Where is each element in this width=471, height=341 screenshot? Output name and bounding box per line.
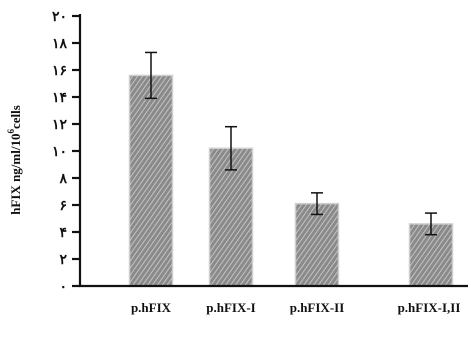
y-axis-title-main: hFIX ng/ml/10 bbox=[8, 134, 23, 215]
x-tick-label-p.hFIX-I: p.hFIX-I bbox=[206, 300, 256, 315]
y-tick-label-0: ٠ bbox=[59, 279, 67, 295]
y-tick-label-16: ١۶ bbox=[52, 63, 67, 79]
error-bar-p.hFIX-II bbox=[311, 192, 323, 216]
y-tick-label-10: ١٠ bbox=[52, 144, 67, 160]
x-tick-label-p.hFIX: p.hFIX bbox=[131, 300, 172, 315]
y-tick-label-2: ٢ bbox=[59, 252, 67, 268]
error-bar-p.hFIX-I,II bbox=[425, 212, 437, 236]
error-bars bbox=[145, 51, 437, 236]
x-tick-label-p.hFIX-II: p.hFIX-II bbox=[290, 300, 345, 315]
bar-p.hFIX bbox=[128, 74, 174, 287]
y-tick-label-14: ١۴ bbox=[52, 90, 67, 106]
y-tick-label-18: ١٨ bbox=[52, 36, 68, 52]
y-axis-title: hFIX ng/ml/106cells bbox=[6, 105, 23, 215]
y-axis-title-superscript: 6 bbox=[6, 129, 16, 134]
y-tick-label-8: ٨ bbox=[58, 171, 67, 187]
error-bar-p.hFIX-I bbox=[225, 125, 237, 171]
y-tick-label-20: ٢٠ bbox=[52, 9, 67, 25]
x-axis-labels: p.hFIX p.hFIX-I p.hFIX-II p.hFIX-I,II bbox=[131, 300, 460, 315]
bars bbox=[128, 74, 454, 287]
bar-p.hFIX-I bbox=[208, 147, 254, 287]
y-tick-label-6: ۶ bbox=[59, 198, 67, 214]
bar-p.hFIX-II bbox=[294, 202, 340, 287]
y-axis-title-suffix: cells bbox=[8, 105, 23, 129]
y-tick-label-4: ۴ bbox=[59, 225, 67, 241]
y-axis-ticks: ٠ ٢ ۴ ۶ ٨ ١٠ ١٢ ١۴ ١۶ ١٨ ٢٠ bbox=[52, 9, 80, 295]
error-bar-p.hFIX bbox=[145, 51, 157, 100]
x-tick-label-p.hFIX-I,II: p.hFIX-I,II bbox=[398, 300, 461, 315]
y-tick-label-12: ١٢ bbox=[52, 117, 68, 133]
